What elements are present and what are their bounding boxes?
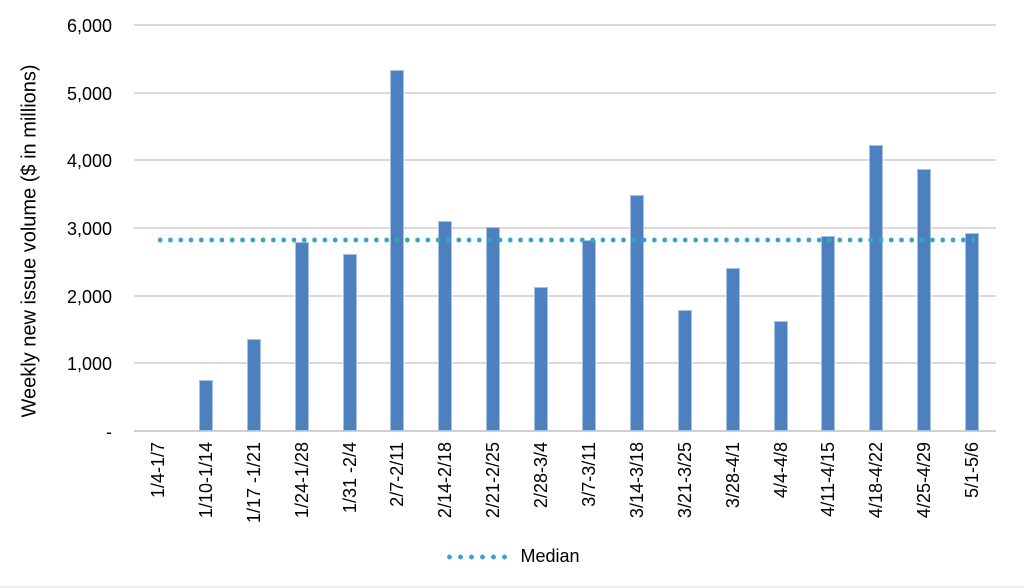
- x-tick-label: 4/18-4/22: [866, 442, 887, 519]
- bar: [917, 169, 932, 431]
- y-tick-label: 5,000: [66, 83, 112, 104]
- legend: Median: [0, 546, 1024, 567]
- bar: [246, 338, 261, 431]
- bar: [438, 220, 453, 431]
- x-tick-label: 1/24-1/28: [291, 442, 312, 519]
- x-tick-label: 4/11-4/15: [818, 442, 839, 517]
- y-tick-label: 1,000: [66, 354, 112, 375]
- bar: [629, 194, 644, 431]
- x-tick-label: 3/7-3/11: [578, 442, 599, 507]
- bar: [869, 145, 884, 431]
- gridline: [134, 362, 996, 365]
- bar: [198, 379, 213, 431]
- y-tick-label: 2,000: [66, 286, 112, 307]
- bar: [773, 321, 788, 431]
- bar: [965, 233, 980, 431]
- gridline: [134, 91, 996, 94]
- x-tick-label: 2/28-3/4: [531, 442, 552, 509]
- median-dotted-line-icon: [444, 553, 511, 560]
- x-tick-label: 4/4-4/8: [770, 442, 791, 499]
- bar: [486, 226, 501, 431]
- x-tick-label: 2/7-2/11: [387, 442, 408, 507]
- x-axis-line: [134, 430, 996, 432]
- x-tick-label: 2/21-2/25: [483, 442, 504, 519]
- bar: [821, 236, 836, 431]
- bar: [725, 267, 740, 431]
- x-tick-label: 1/10-1/14: [195, 442, 216, 519]
- x-tick-label: 1/31 -2/4: [339, 442, 360, 514]
- x-tick-label: 3/14-3/18: [626, 442, 647, 519]
- median-line: [155, 237, 975, 244]
- x-tick-label: 1/17 -1/21: [243, 442, 264, 524]
- y-tick-label: 6,000: [66, 16, 112, 36]
- bar: [390, 69, 405, 431]
- x-tick-label: 3/28-4/1: [722, 442, 743, 509]
- bar: [534, 286, 549, 431]
- y-tick-label: 4,000: [66, 151, 112, 172]
- x-tick-label: 4/25-4/29: [914, 442, 935, 519]
- y-tick-label: -: [106, 422, 112, 442]
- x-tick-label: 5/1-5/6: [962, 442, 983, 499]
- legend-label-median: Median: [520, 546, 580, 566]
- gridline: [134, 227, 996, 229]
- bar: [581, 240, 596, 431]
- gridline: [134, 159, 996, 162]
- bar: [342, 253, 357, 431]
- x-tick-label: 2/14-2/18: [435, 442, 456, 519]
- bar: [294, 242, 309, 431]
- y-tick-label: 3,000: [66, 219, 112, 239]
- gridline: [134, 24, 996, 26]
- x-tick-label: 3/21-3/25: [674, 442, 695, 519]
- bar: [677, 309, 692, 431]
- x-tick-label: 1/4-1/7: [147, 442, 168, 499]
- gridline: [134, 294, 996, 297]
